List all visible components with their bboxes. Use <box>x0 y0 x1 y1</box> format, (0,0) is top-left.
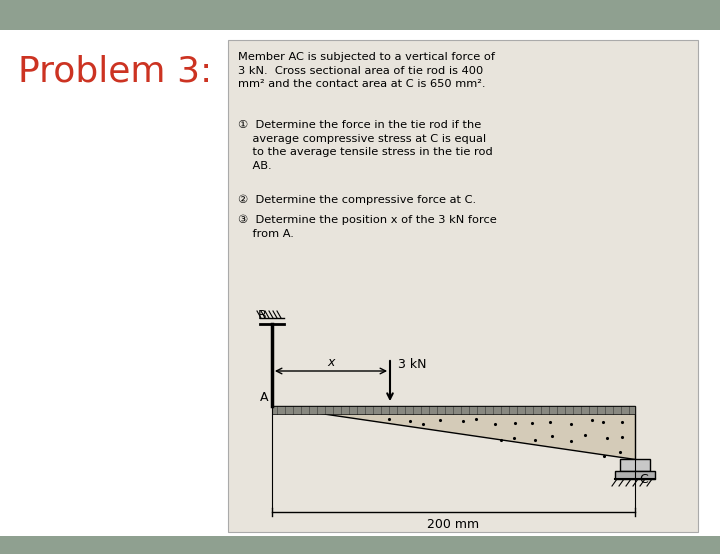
Bar <box>0 0 720 30</box>
Text: B: B <box>257 309 266 322</box>
Text: ①  Determine the force in the tie rod if the
    average compressive stress at C: ① Determine the force in the tie rod if … <box>238 120 492 171</box>
Bar <box>0 536 720 554</box>
Text: Problem 3:: Problem 3: <box>18 54 212 88</box>
Text: ②  Determine the compressive force at C.: ② Determine the compressive force at C. <box>238 195 476 206</box>
Bar <box>620 459 650 471</box>
Text: A: A <box>259 391 268 404</box>
Text: Member AC is subjected to a vertical force of
3 kN.  Cross sectional area of tie: Member AC is subjected to a vertical for… <box>238 52 495 89</box>
Polygon shape <box>272 406 635 459</box>
Text: 3 kN: 3 kN <box>398 358 426 371</box>
Text: ③  Determine the position x of the 3 kN force
    from A.: ③ Determine the position x of the 3 kN f… <box>238 215 497 239</box>
Polygon shape <box>272 406 635 414</box>
Text: C: C <box>639 473 648 486</box>
Bar <box>228 40 698 532</box>
Text: 200 mm: 200 mm <box>428 518 480 531</box>
Bar <box>615 471 655 479</box>
Text: x: x <box>328 356 335 369</box>
